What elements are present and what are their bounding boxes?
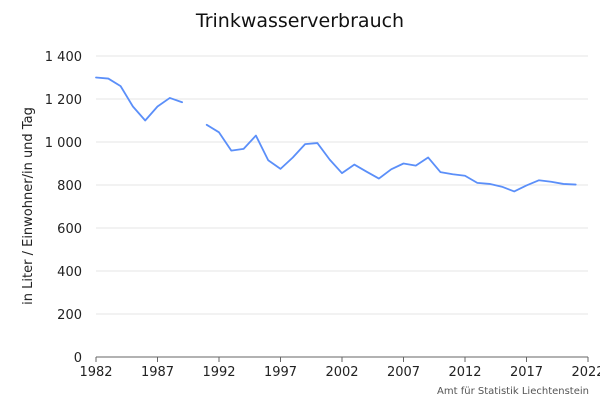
chart-title: Trinkwasserverbrauch	[195, 10, 404, 32]
y-tick-label: 1 400	[45, 50, 82, 65]
x-tick-label: 1997	[264, 365, 297, 380]
y-tick-label: 1 200	[45, 93, 82, 108]
y-tick-label: 600	[57, 222, 82, 237]
x-tick-label: 2017	[510, 365, 543, 380]
x-tick-label: 2012	[448, 365, 481, 380]
grid	[96, 55, 588, 315]
series-layer	[95, 76, 577, 193]
x-tick-label: 2002	[325, 365, 358, 380]
x-tick-label: 1982	[79, 365, 112, 380]
series-line	[205, 123, 577, 193]
series-line	[95, 76, 183, 122]
x-tick-label: 1987	[141, 365, 174, 380]
y-tick-label: 200	[57, 308, 82, 323]
y-tick-label: 0	[74, 351, 82, 366]
axes: 0 200 400 600 800 1 000 1 200 1 400 1982 1987 1992…	[45, 50, 600, 380]
y-axis-label: in Liter / Einwohner/in und Tag	[21, 107, 36, 305]
y-tick-label: 1 000	[45, 136, 82, 151]
y-tick-label: 400	[57, 265, 82, 280]
x-tick-label: 1992	[202, 365, 235, 380]
y-tick-label: 800	[57, 179, 82, 194]
source-note: Amt für Statistik Liechtenstein	[437, 386, 589, 397]
x-tick-label: 2022	[571, 365, 600, 380]
x-tick-label: 2007	[387, 365, 420, 380]
